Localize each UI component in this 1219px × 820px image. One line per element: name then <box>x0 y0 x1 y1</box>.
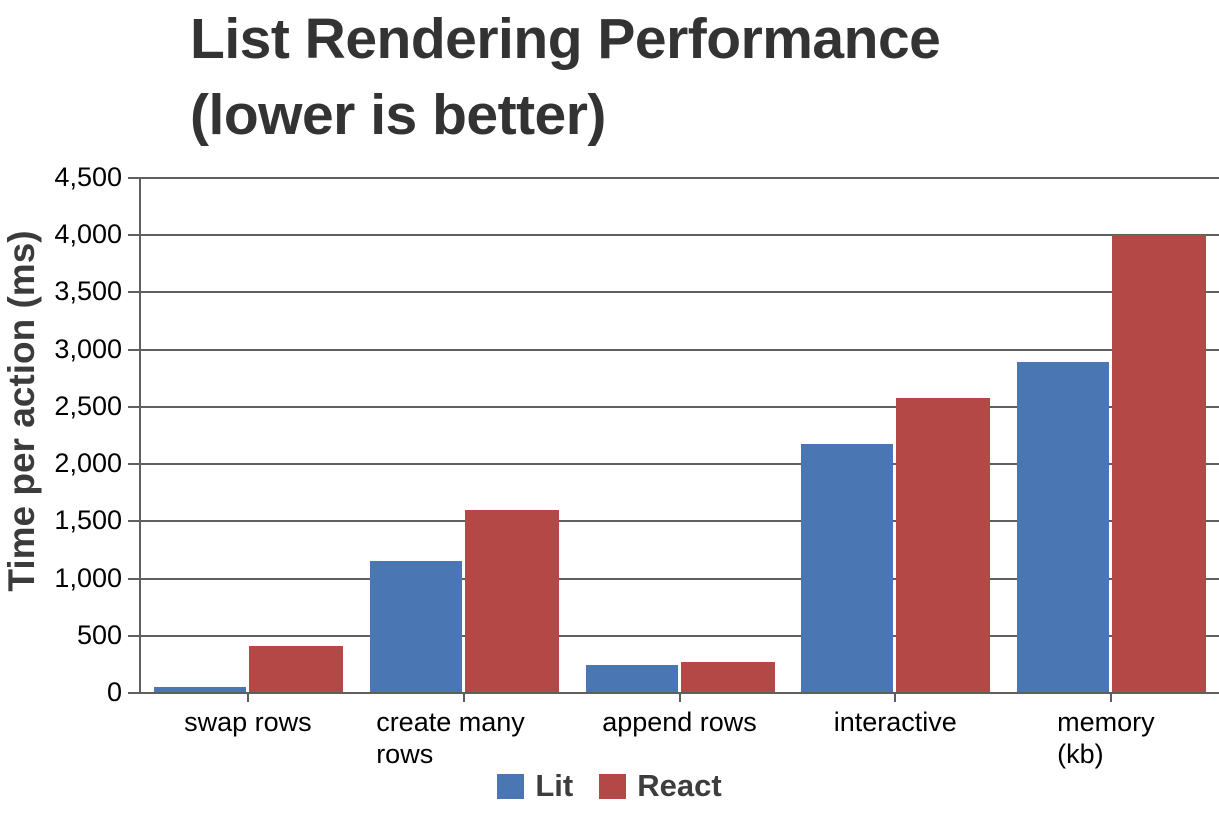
legend-swatch-react <box>599 773 627 799</box>
chart-title-line1: List Rendering Performance <box>190 7 941 71</box>
x-tick-2 <box>678 694 681 702</box>
gridline-500 <box>128 634 1219 637</box>
bar-react-swap-rows <box>248 645 343 693</box>
y-tick-label-2000: 2,000 <box>54 448 122 479</box>
gridline-1000 <box>128 577 1219 580</box>
y-tick-label-0: 0 <box>106 677 122 707</box>
y-axis-line <box>139 178 141 694</box>
gridline-1500 <box>128 520 1219 523</box>
x-tick-0 <box>246 694 249 702</box>
y-tick-label-500: 500 <box>76 619 122 650</box>
gridline-2000 <box>128 463 1219 466</box>
y-tick-label-3000: 3,000 <box>54 333 122 364</box>
bar-lit-memory-kb- <box>1017 361 1110 693</box>
y-tick-label-2500: 2,500 <box>54 390 122 421</box>
y-tick-label-1000: 1,000 <box>54 562 122 593</box>
x-category-label-create-many-rows: create many rows <box>376 707 525 769</box>
legend-swatch-lit <box>497 773 525 799</box>
gridline-3000 <box>128 348 1219 351</box>
bar-react-memory-kb- <box>1112 235 1207 693</box>
legend-item-lit: Lit <box>497 768 573 804</box>
bar-lit-interactive <box>801 444 894 693</box>
chart-title-line2: (lower is better) <box>190 82 606 147</box>
gridline-2500 <box>128 405 1219 408</box>
x-category-label-interactive: interactive <box>833 707 957 737</box>
legend: Lit React <box>0 768 1219 804</box>
legend-label-lit: Lit <box>535 768 574 803</box>
x-tick-4 <box>1110 694 1113 702</box>
y-tick-label-4500: 4,500 <box>54 162 122 192</box>
y-tick-label-4000: 4,000 <box>54 219 122 250</box>
x-tick-1 <box>462 694 465 702</box>
bar-lit-append-rows <box>585 664 678 693</box>
gridline-3500 <box>128 291 1219 294</box>
x-category-label-append-rows: append rows <box>602 707 757 737</box>
chart-title: List Rendering Performance (lower is bet… <box>190 2 941 154</box>
gridline-4500 <box>128 177 1219 179</box>
y-tick-label-1500: 1,500 <box>54 505 122 536</box>
bar-lit-swap-rows <box>153 687 246 693</box>
x-tick-3 <box>894 694 897 702</box>
x-category-label-memory-kb-: memory (kb) <box>1057 707 1155 769</box>
y-tick-label-3500: 3,500 <box>54 276 122 307</box>
gridline-4000 <box>128 234 1219 237</box>
bar-react-interactive <box>896 398 991 693</box>
legend-label-react: React <box>637 768 722 803</box>
bar-react-append-rows <box>680 661 775 693</box>
gridline-0 <box>128 692 1219 694</box>
bar-lit-create-many-rows <box>369 560 462 693</box>
x-category-label-swap-rows: swap rows <box>184 707 312 737</box>
bar-react-create-many-rows <box>464 510 559 693</box>
legend-item-react: React <box>599 768 722 804</box>
